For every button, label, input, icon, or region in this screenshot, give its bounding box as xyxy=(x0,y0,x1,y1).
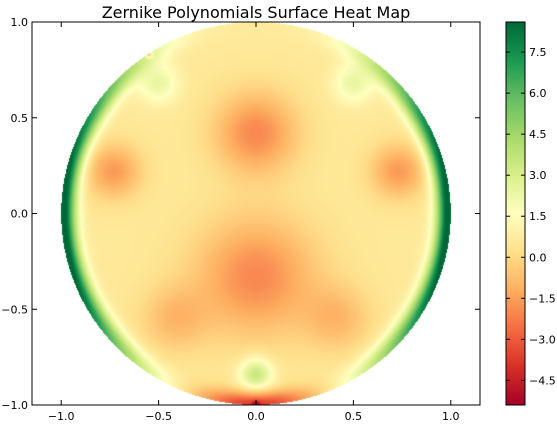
colorbar-tick-label: 0.0 xyxy=(529,251,547,264)
y-tick-label: −1.0 xyxy=(1,399,28,412)
x-tick-label: −1.0 xyxy=(48,410,75,423)
colorbar-tick-label: 7.5 xyxy=(529,46,547,59)
y-tick-label: 1.0 xyxy=(11,16,29,29)
colorbar-tick-label: −3.0 xyxy=(529,333,556,346)
y-tick-label: 0.0 xyxy=(11,208,29,221)
colorbar-ticks: 7.5 6.0 4.5 3.0 1.5 0.0 −1.5 −3.0 −4.5 xyxy=(506,46,556,387)
colorbar-tick-label: −4.5 xyxy=(529,374,556,387)
colorbar-tick-label: 1.5 xyxy=(529,210,547,223)
colorbar-tick-label: 3.0 xyxy=(529,169,547,182)
heatmap-surface xyxy=(32,22,480,405)
colorbar-frame xyxy=(505,21,526,406)
colorbar-tick-label: 4.5 xyxy=(529,128,547,141)
y-tick-label: 0.5 xyxy=(11,112,29,125)
x-tick-label: 0.5 xyxy=(345,410,363,423)
x-tick-label: 1.0 xyxy=(442,410,460,423)
x-axis-ticks: −1.0 −0.5 0.0 0.5 1.0 xyxy=(48,22,460,423)
chart-title: Zernike Polynomials Surface Heat Map xyxy=(102,3,411,22)
plot-area: −1.0 −0.5 0.0 0.5 1.0 1.0 0.5 0.0 −0.5 −1.0 xyxy=(1,16,481,423)
colorbar: 7.5 6.0 4.5 3.0 1.5 0.0 −1.5 −3.0 −4.5 xyxy=(505,21,556,406)
colorbar-gradient xyxy=(506,22,525,405)
x-tick-label: 0.0 xyxy=(247,410,265,423)
y-tick-label: −0.5 xyxy=(1,303,28,316)
x-tick-label: −0.5 xyxy=(145,410,172,423)
y-axis-ticks: 1.0 0.5 0.0 −0.5 −1.0 xyxy=(1,16,480,412)
colorbar-tick-label: −1.5 xyxy=(529,292,556,305)
colorbar-tick-label: 6.0 xyxy=(529,87,547,100)
